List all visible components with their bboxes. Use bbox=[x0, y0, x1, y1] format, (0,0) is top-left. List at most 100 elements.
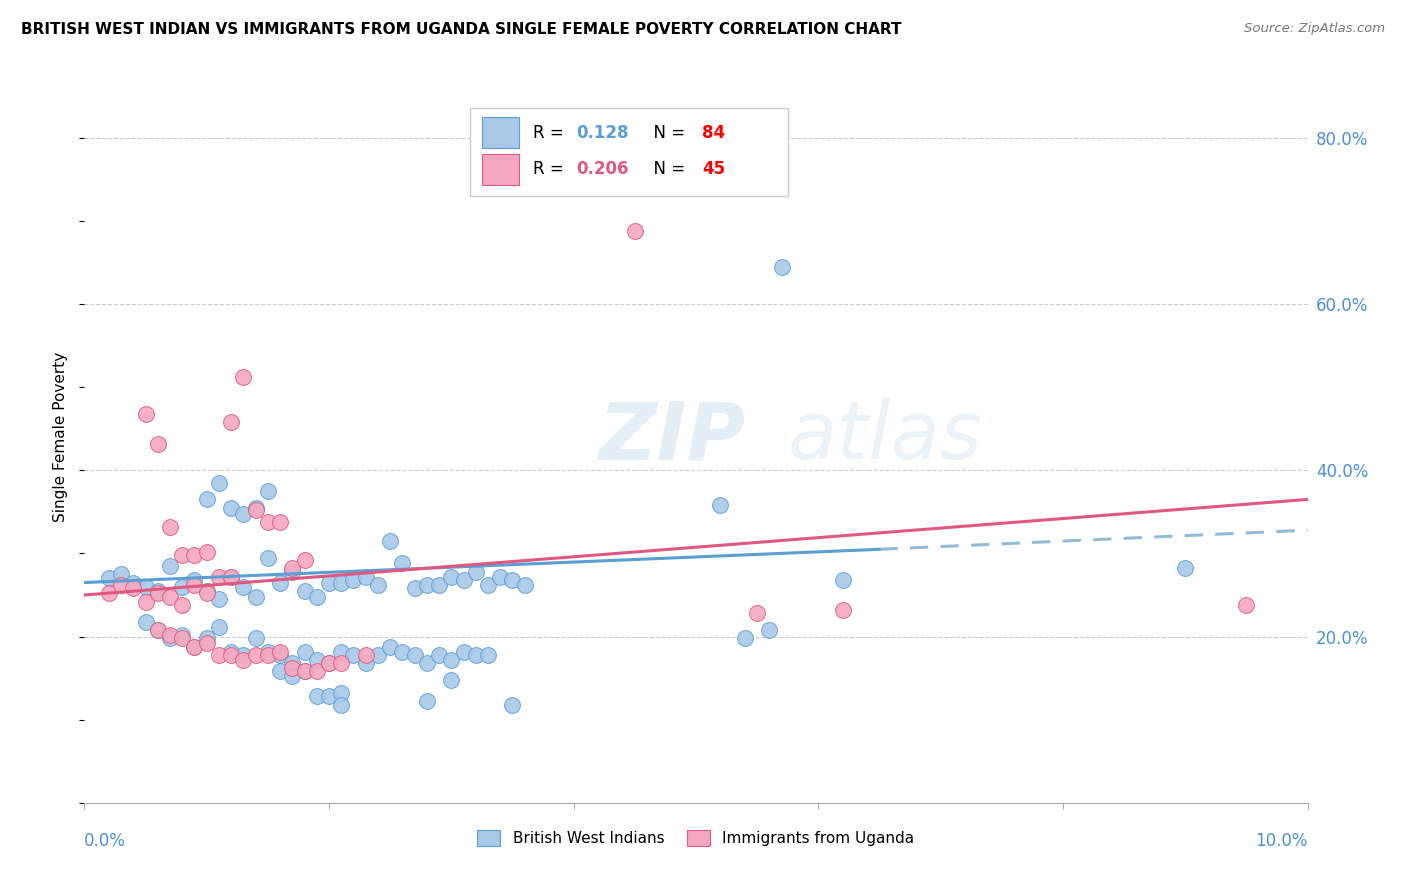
Point bbox=[354, 656, 377, 670]
Point bbox=[219, 500, 242, 515]
Point bbox=[281, 565, 304, 579]
Point bbox=[367, 578, 389, 592]
Point bbox=[367, 648, 389, 662]
Point bbox=[183, 573, 205, 587]
Point bbox=[318, 690, 340, 704]
Point bbox=[195, 583, 218, 598]
Point bbox=[380, 640, 402, 654]
Point bbox=[219, 570, 242, 584]
Point bbox=[245, 503, 267, 517]
Point bbox=[257, 648, 280, 662]
Point bbox=[318, 575, 340, 590]
Point bbox=[195, 586, 218, 600]
Point bbox=[294, 665, 316, 679]
Point bbox=[195, 636, 218, 650]
Point bbox=[159, 628, 181, 642]
Text: R =: R = bbox=[533, 124, 569, 142]
Text: atlas: atlas bbox=[787, 398, 983, 476]
Point bbox=[257, 644, 280, 658]
Point bbox=[110, 578, 132, 592]
Point bbox=[208, 619, 231, 633]
Point bbox=[294, 553, 316, 567]
Point bbox=[513, 578, 536, 592]
Point bbox=[159, 590, 181, 604]
Point bbox=[135, 615, 157, 629]
Point bbox=[183, 578, 205, 592]
Point bbox=[1236, 598, 1258, 612]
Point bbox=[219, 648, 242, 662]
Point bbox=[831, 573, 853, 587]
Point bbox=[416, 578, 439, 592]
Point bbox=[354, 570, 377, 584]
Point bbox=[305, 653, 328, 667]
Point bbox=[172, 598, 194, 612]
Point bbox=[380, 533, 402, 548]
Point bbox=[294, 644, 316, 658]
Point bbox=[97, 586, 120, 600]
Point bbox=[453, 573, 475, 587]
Text: 10.0%: 10.0% bbox=[1256, 832, 1308, 850]
Point bbox=[110, 567, 132, 582]
Point bbox=[172, 628, 194, 642]
Point bbox=[245, 500, 267, 515]
Point bbox=[172, 632, 194, 646]
Text: 0.128: 0.128 bbox=[576, 124, 628, 142]
Text: 0.0%: 0.0% bbox=[84, 832, 127, 850]
Point bbox=[269, 515, 291, 529]
Text: BRITISH WEST INDIAN VS IMMIGRANTS FROM UGANDA SINGLE FEMALE POVERTY CORRELATION : BRITISH WEST INDIAN VS IMMIGRANTS FROM U… bbox=[21, 22, 901, 37]
Point bbox=[391, 644, 413, 658]
Point bbox=[305, 690, 328, 704]
Point bbox=[232, 370, 254, 384]
Point bbox=[159, 520, 181, 534]
Point bbox=[183, 640, 205, 654]
Point bbox=[146, 436, 169, 450]
Point bbox=[183, 640, 205, 654]
Point bbox=[195, 632, 218, 646]
Point bbox=[453, 644, 475, 658]
Point bbox=[502, 573, 524, 587]
Point bbox=[257, 550, 280, 565]
Point bbox=[416, 656, 439, 670]
Point bbox=[269, 575, 291, 590]
Point bbox=[758, 623, 780, 637]
Point bbox=[440, 653, 463, 667]
Point bbox=[269, 648, 291, 662]
Point bbox=[477, 578, 499, 592]
Point bbox=[172, 580, 194, 594]
Point bbox=[146, 623, 169, 637]
Text: N =: N = bbox=[644, 161, 690, 178]
Point bbox=[219, 644, 242, 658]
Point bbox=[195, 545, 218, 559]
Point bbox=[281, 669, 304, 683]
Point bbox=[330, 656, 353, 670]
Point bbox=[502, 698, 524, 712]
Point bbox=[135, 580, 157, 594]
Point bbox=[159, 632, 181, 646]
Text: N =: N = bbox=[644, 124, 690, 142]
Point bbox=[342, 648, 364, 662]
FancyBboxPatch shape bbox=[470, 108, 787, 195]
Point bbox=[831, 603, 853, 617]
Point bbox=[330, 698, 353, 712]
Point bbox=[97, 571, 120, 585]
Point bbox=[208, 648, 231, 662]
Point bbox=[464, 565, 486, 579]
Point bbox=[330, 575, 353, 590]
Point bbox=[305, 590, 328, 604]
Point bbox=[427, 648, 450, 662]
Point bbox=[245, 590, 267, 604]
Legend: British West Indians, Immigrants from Uganda: British West Indians, Immigrants from Ug… bbox=[470, 822, 922, 854]
Point bbox=[440, 570, 463, 584]
Point bbox=[330, 686, 353, 700]
Point bbox=[342, 573, 364, 587]
Point bbox=[195, 492, 218, 507]
Point bbox=[135, 407, 157, 421]
Point bbox=[257, 515, 280, 529]
Text: 0.206: 0.206 bbox=[576, 161, 628, 178]
Point bbox=[294, 583, 316, 598]
Point bbox=[281, 656, 304, 670]
Point bbox=[318, 656, 340, 670]
Text: ZIP: ZIP bbox=[598, 398, 745, 476]
Point bbox=[232, 648, 254, 662]
Point bbox=[146, 586, 169, 600]
